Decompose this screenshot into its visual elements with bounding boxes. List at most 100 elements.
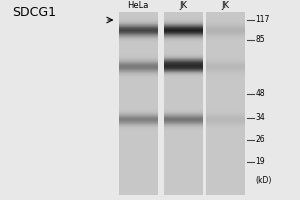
Bar [206, 53, 244, 54]
Bar [206, 171, 244, 172]
Bar [118, 144, 158, 145]
Bar [164, 24, 202, 25]
Bar [164, 45, 202, 46]
Bar [206, 72, 244, 73]
Bar [206, 127, 244, 128]
Bar [164, 189, 202, 190]
Bar [164, 116, 202, 117]
Bar [118, 100, 158, 101]
Bar [164, 43, 202, 44]
Bar [118, 188, 158, 189]
Bar [118, 189, 158, 190]
Bar [164, 192, 202, 193]
Bar [164, 48, 202, 49]
Text: 48: 48 [256, 90, 265, 98]
Bar [164, 29, 202, 30]
Bar [164, 21, 202, 22]
Bar [118, 93, 158, 94]
Bar [206, 83, 244, 84]
Bar [118, 173, 158, 174]
Bar [164, 159, 202, 160]
Bar [206, 70, 244, 71]
Bar [164, 168, 202, 169]
Bar [206, 101, 244, 102]
Bar [164, 155, 202, 156]
Bar [206, 146, 244, 147]
Bar [164, 118, 202, 119]
Bar [206, 162, 244, 163]
Bar [206, 135, 244, 136]
Bar [164, 65, 202, 66]
Bar [206, 63, 244, 64]
Bar [206, 129, 244, 130]
Bar [164, 107, 202, 108]
Bar [164, 20, 202, 21]
Bar [206, 159, 244, 160]
Bar [164, 51, 202, 52]
Bar [206, 192, 244, 193]
Bar [118, 59, 158, 60]
Bar [164, 89, 202, 90]
Bar [118, 155, 158, 156]
Bar [164, 174, 202, 175]
Bar [164, 160, 202, 161]
Bar [206, 102, 244, 103]
Bar [118, 39, 158, 40]
Bar [164, 26, 202, 27]
Bar [206, 45, 244, 46]
Bar [164, 13, 202, 14]
Bar [206, 163, 244, 164]
Bar [164, 175, 202, 176]
Bar [164, 100, 202, 101]
Bar [164, 58, 202, 59]
Bar [206, 170, 244, 171]
Bar [118, 119, 158, 120]
Bar [118, 120, 158, 121]
Bar [206, 60, 244, 61]
Bar [118, 56, 158, 57]
Bar [164, 92, 202, 93]
Bar [164, 18, 202, 19]
Bar [206, 34, 244, 35]
Bar [118, 70, 158, 71]
Bar [164, 81, 202, 82]
Bar [118, 109, 158, 110]
Bar [164, 97, 202, 98]
Bar [118, 47, 158, 48]
Bar [206, 64, 244, 65]
Bar [118, 131, 158, 132]
Bar [164, 169, 202, 170]
Bar [164, 15, 202, 16]
Bar [164, 146, 202, 147]
Bar [118, 91, 158, 92]
Bar [118, 67, 158, 68]
Bar [118, 82, 158, 83]
Bar [118, 173, 158, 174]
Bar [164, 65, 202, 66]
Bar [206, 95, 244, 96]
Bar [118, 97, 158, 98]
Bar [164, 72, 202, 73]
Bar [164, 101, 202, 102]
Bar [164, 42, 202, 43]
Bar [118, 162, 158, 163]
Bar [206, 55, 244, 56]
Bar [164, 127, 202, 128]
Bar [118, 179, 158, 180]
Bar [164, 55, 202, 56]
Bar [118, 22, 158, 23]
Bar [206, 119, 244, 120]
Bar [118, 40, 158, 41]
Bar [206, 96, 244, 97]
Bar [206, 177, 244, 178]
Bar [164, 41, 202, 42]
Bar [118, 65, 158, 66]
Bar [206, 160, 244, 161]
Bar [118, 127, 158, 128]
Bar [118, 180, 158, 181]
Bar [118, 158, 158, 159]
Bar [118, 25, 158, 26]
Bar [118, 185, 158, 186]
Bar [206, 131, 244, 132]
Bar [118, 147, 158, 148]
